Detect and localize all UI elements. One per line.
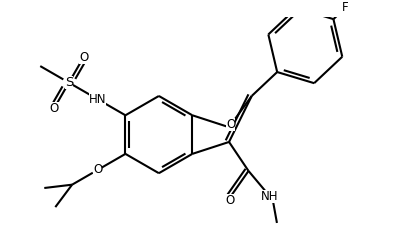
Text: S: S	[64, 76, 73, 89]
Text: O: O	[49, 102, 59, 115]
Text: O: O	[224, 194, 234, 207]
Text: NH: NH	[260, 190, 278, 203]
Text: F: F	[341, 1, 348, 14]
Text: O: O	[79, 51, 88, 64]
Text: HN: HN	[89, 93, 106, 106]
Text: O: O	[226, 118, 235, 131]
Text: O: O	[93, 163, 102, 176]
